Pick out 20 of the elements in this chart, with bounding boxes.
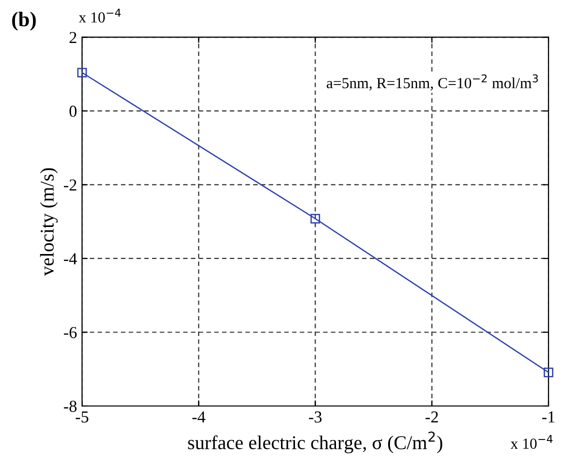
x-tick-label: -4: [192, 411, 206, 422]
chart-title: (b): [12, 12, 36, 31]
y-tick-label: -8: [64, 400, 77, 412]
x-tick-label: -1: [542, 411, 554, 422]
x-tick-label: -5: [76, 412, 88, 423]
y-tick-label: 2: [70, 32, 76, 43]
x-tick-label: -3: [308, 411, 322, 423]
annotation: a=5nm, R=15nm, C=10$^{−2}$ mol/m$^{3}$: [326, 74, 538, 90]
y-tick-label: -2: [64, 179, 76, 191]
point: [77, 68, 87, 78]
x-axis-title: surface electric charge, σ (C/m$^{2}$): [188, 432, 442, 454]
point: [310, 214, 320, 224]
point: [544, 368, 554, 378]
text: x 10$^{−4}$: [510, 435, 553, 449]
y-axis-title: velocity (m/s): [40, 168, 58, 276]
text: x 10$^{−4}$: [78, 8, 121, 23]
y-tick-label: -4: [64, 253, 77, 264]
x-tick-label: -2: [426, 411, 438, 422]
y-tick-label: -6: [64, 326, 77, 338]
y-tick-label: 0: [69, 106, 77, 117]
